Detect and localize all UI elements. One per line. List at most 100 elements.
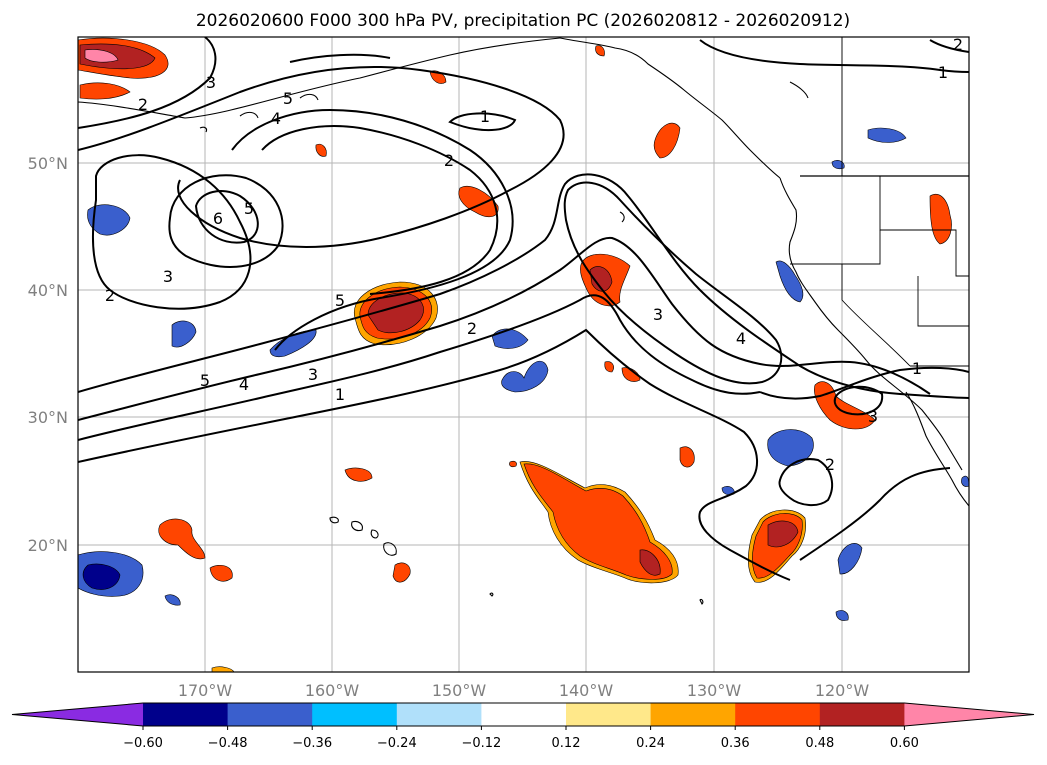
contour-label: 5 xyxy=(244,199,254,218)
map-title: 2026020600 F000 300 hPa PV, precipitatio… xyxy=(196,11,850,31)
contour-label: 1 xyxy=(912,359,922,378)
precip-negative-region xyxy=(501,360,549,393)
political-borders xyxy=(790,37,969,367)
contour-label: 2 xyxy=(138,95,148,114)
colorbar-tick-label: −0.48 xyxy=(208,736,248,751)
precip-positive-region xyxy=(929,194,952,245)
precip-negative-region xyxy=(164,594,181,606)
colorbar: −0.60 −0.48 −0.36 −0.24 −0.12 0.12 0.24 0.36 0.4… xyxy=(11,702,1035,751)
precip-positive-region xyxy=(392,562,411,583)
precip-negative-region xyxy=(831,160,845,170)
precip-positive-region xyxy=(84,49,119,63)
colorbar-tick-label: −0.12 xyxy=(461,736,501,751)
contour-label: 6 xyxy=(213,209,223,228)
contour-label: 1 xyxy=(335,385,345,404)
precip-positive-region xyxy=(458,186,499,218)
precip-positive-region xyxy=(595,45,605,57)
colorbar-tick-label: −0.24 xyxy=(377,736,417,751)
coastlines xyxy=(78,37,969,605)
lon-label: 150°W xyxy=(432,681,487,700)
colorbar-tick-label: 0.60 xyxy=(890,736,919,751)
precip-positive-region xyxy=(523,463,673,580)
precip-positive-region xyxy=(79,82,131,100)
precip-positive-region xyxy=(344,467,373,482)
contour-label: 1 xyxy=(480,107,490,126)
lon-label: 130°W xyxy=(687,681,742,700)
precip-positive-region xyxy=(209,565,233,582)
contour-label: 5 xyxy=(335,291,345,310)
latitude-axis: 50°N 40°N 30°N 20°N xyxy=(28,154,68,555)
contour-label: 1 xyxy=(938,63,948,82)
precip-negative-region xyxy=(82,563,121,590)
contour-label: 4 xyxy=(271,109,281,128)
longitude-axis: 170°W 160°W 150°W 140°W 130°W 120°W xyxy=(178,681,870,700)
precip-positive-region xyxy=(679,446,695,468)
contour-label: 3 xyxy=(308,365,318,384)
contour-label: 2 xyxy=(825,455,835,474)
pv-contours xyxy=(78,37,969,581)
precip-negative-region xyxy=(775,260,804,303)
colorbar-segment xyxy=(735,703,821,726)
colorbar-segment xyxy=(396,703,482,726)
map-panel: 1 2 2 3 4 5 5 6 2 3 5 5 4 3 1 2 3 4 1 3 xyxy=(77,35,970,673)
contour-label: 4 xyxy=(736,329,746,348)
lon-label: 140°W xyxy=(559,681,614,700)
colorbar-segment xyxy=(143,703,229,726)
colorbar-segment xyxy=(312,703,398,726)
colorbar-tick-label: 0.24 xyxy=(636,736,665,751)
colorbar-under-extension xyxy=(12,703,143,726)
precip-negative-region xyxy=(171,320,197,348)
colorbar-tick-label: 0.36 xyxy=(721,736,750,751)
map-frame xyxy=(77,36,970,673)
lat-label: 30°N xyxy=(28,408,68,427)
colorbar-tick-label: −0.36 xyxy=(292,736,332,751)
precip-negative-region xyxy=(835,610,849,621)
contour-labels: 1 2 2 3 4 5 5 6 2 3 5 5 4 3 1 2 3 4 1 3 xyxy=(105,35,963,474)
contour-label: 3 xyxy=(868,407,878,426)
lat-label: 50°N xyxy=(28,154,68,173)
precip-negative-region xyxy=(961,475,969,487)
precip-negative-region xyxy=(87,204,131,236)
precip-positive-region xyxy=(604,361,614,373)
lon-label: 170°W xyxy=(178,681,233,700)
contour-label: 3 xyxy=(206,73,216,92)
precip-negative-region xyxy=(867,127,907,143)
lon-label: 120°W xyxy=(815,681,870,700)
colorbar-over-extension xyxy=(904,703,1034,726)
colorbar-segment xyxy=(819,703,905,726)
colorbar-segment xyxy=(566,703,652,726)
contour-label: 2 xyxy=(105,286,115,305)
colorbar-segment xyxy=(481,703,567,726)
contour-label: 2 xyxy=(467,319,477,338)
lat-label: 40°N xyxy=(28,281,68,300)
precip-positive-region xyxy=(653,122,681,159)
colorbar-tick-label: −0.60 xyxy=(123,736,163,751)
lat-label: 20°N xyxy=(28,536,68,555)
map-background xyxy=(78,37,969,672)
colorbar-tick-label: 0.12 xyxy=(552,736,581,751)
precip-negative-region xyxy=(767,429,814,467)
precip-negative-region xyxy=(837,543,863,575)
precip-positive-region xyxy=(211,666,235,672)
precipitation-fields xyxy=(78,37,969,672)
colorbar-segment xyxy=(227,703,313,726)
contour-label: 3 xyxy=(163,267,173,286)
colorbar-segment xyxy=(650,703,736,726)
precip-positive-region xyxy=(315,143,327,157)
contour-label: 4 xyxy=(239,375,249,394)
precip-negative-region xyxy=(721,486,735,496)
precip-positive-region xyxy=(158,518,206,560)
precip-positive-region xyxy=(589,266,613,292)
contour-label: 2 xyxy=(953,35,963,54)
lon-label: 160°W xyxy=(305,681,360,700)
contour-label: 3 xyxy=(653,305,663,324)
precip-positive-region xyxy=(509,460,517,468)
contour-label: 2 xyxy=(444,151,454,170)
contour-label: 5 xyxy=(200,371,210,390)
precip-positive-region xyxy=(639,549,661,576)
colorbar-tick-label: 0.48 xyxy=(805,736,834,751)
precip-negative-region xyxy=(491,328,529,349)
precip-positive-region xyxy=(767,520,799,548)
contour-label: 5 xyxy=(283,89,293,108)
